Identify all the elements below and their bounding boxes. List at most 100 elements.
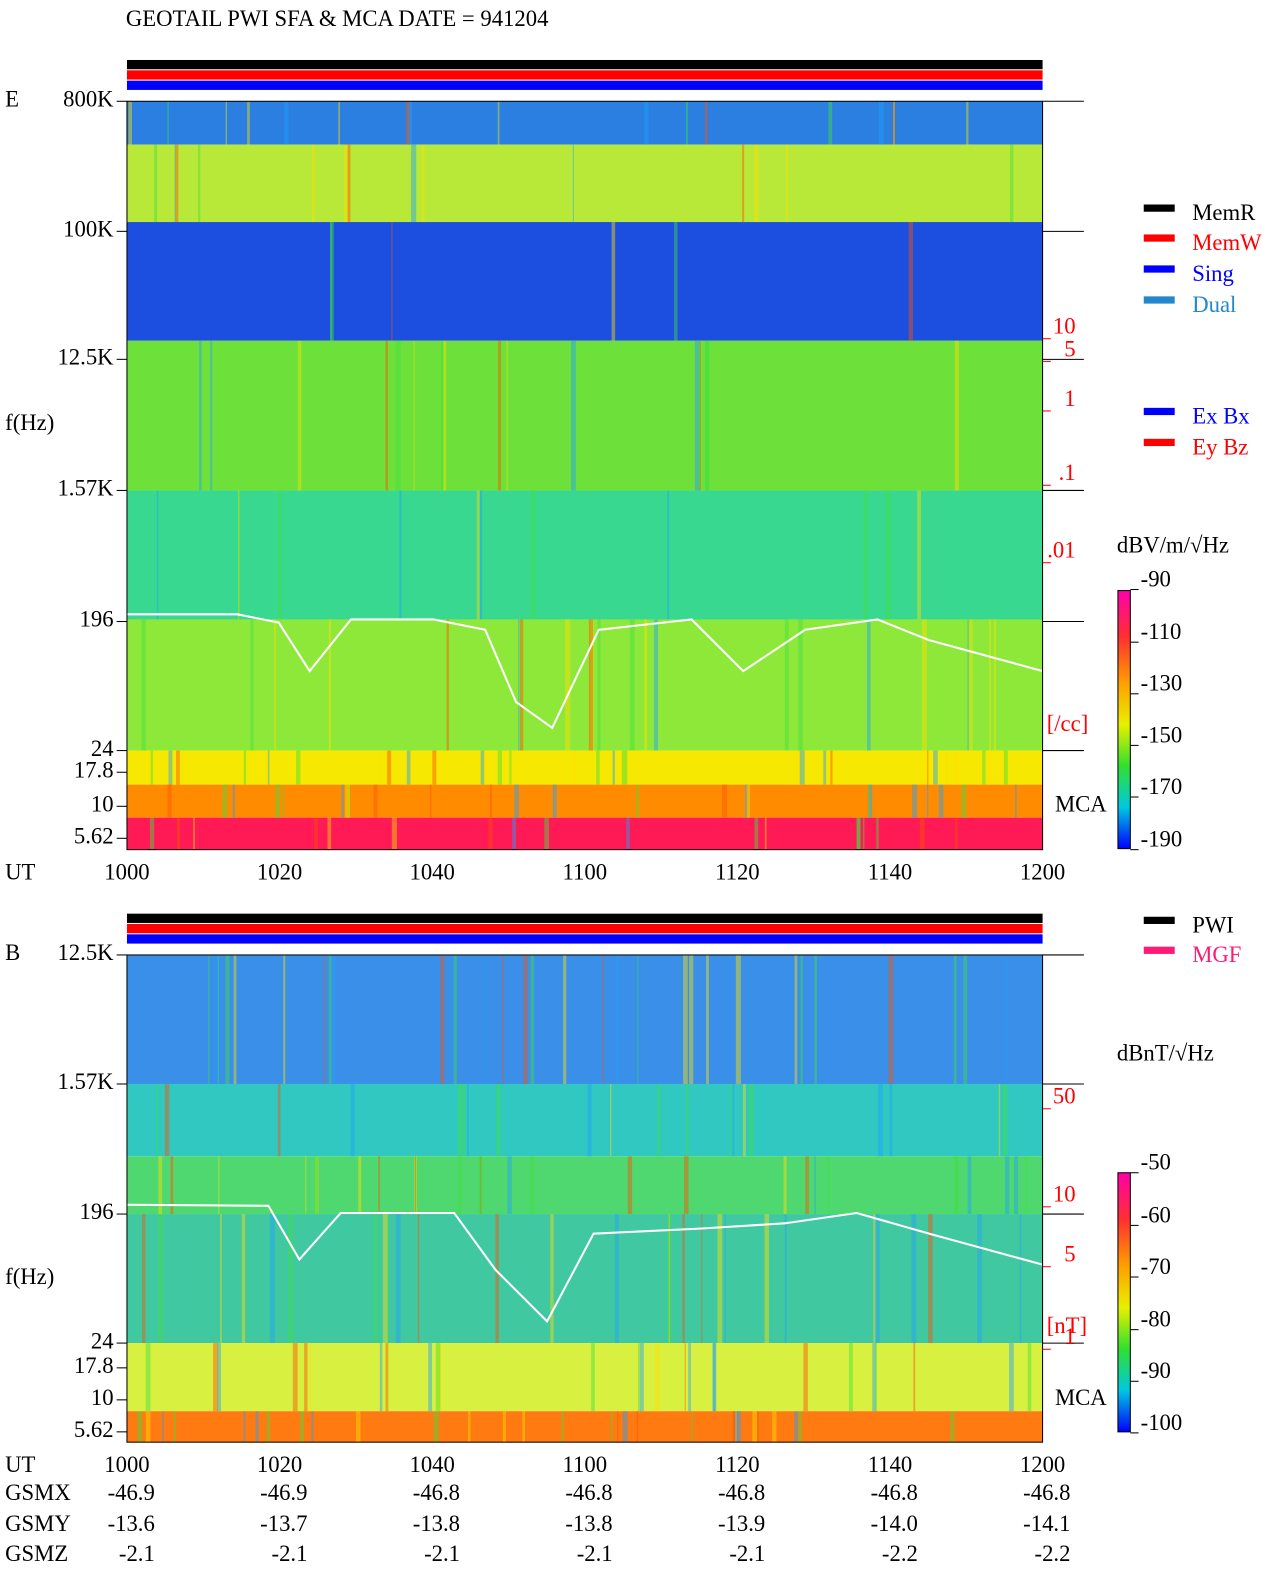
spectrogram-streak <box>977 1214 982 1344</box>
spectrogram-streak <box>441 340 443 491</box>
spectrogram-streak <box>684 1343 686 1412</box>
spectrogram-streak <box>724 1214 726 1344</box>
orbit-value: -13.7 <box>260 1511 307 1536</box>
plasma-trace <box>126 613 1043 730</box>
spectrogram-streak <box>636 784 639 818</box>
legend-swatch <box>1143 204 1175 212</box>
legend-swatch <box>1143 946 1175 954</box>
spectrogram-streak <box>468 1411 471 1443</box>
spectrogram-streak <box>717 1214 723 1344</box>
orbit-value: -2.1 <box>424 1541 460 1566</box>
spectrogram-streak <box>597 619 601 751</box>
spectrogram-streak <box>233 954 237 1084</box>
spectrogram-streak <box>627 1156 633 1215</box>
spectrogram-streak <box>961 784 967 818</box>
spectrogram-streak <box>653 619 659 751</box>
spectrogram-streak <box>284 101 289 145</box>
spectrogram-streak <box>565 619 571 751</box>
colorbar-tick-label: -170 <box>1141 774 1183 799</box>
spectrogram-streak <box>407 101 413 145</box>
spectrogram-streak <box>621 750 626 785</box>
x-axis-label: UT <box>5 1452 35 1477</box>
spectrogram-streak <box>530 490 536 620</box>
spectrogram-streak <box>737 1411 741 1443</box>
spectrogram-streak <box>323 954 325 1084</box>
orbit-label: GSMX <box>5 1480 71 1505</box>
spectrogram-streak <box>1003 750 1008 785</box>
spectrogram-streak <box>674 222 678 341</box>
spectrogram-streak <box>387 750 392 785</box>
spectrogram-band <box>126 1083 1043 1157</box>
spectrogram-streak <box>667 1214 672 1344</box>
spectrogram-streak <box>616 954 619 1084</box>
spectrogram-streak <box>879 101 884 145</box>
spectrogram-streak <box>141 619 146 751</box>
orbit-value: -13.8 <box>413 1511 460 1536</box>
spectrogram-streak <box>158 1214 163 1344</box>
spectrogram-streak <box>967 619 969 751</box>
spectrogram-band <box>126 101 1043 145</box>
spectrogram-streak <box>912 784 918 818</box>
spectrogram-streak <box>128 101 132 145</box>
spectrogram-streak <box>848 1343 853 1412</box>
spectrogram-streak <box>490 784 493 818</box>
spectrogram-streak <box>282 784 285 818</box>
spectrogram-streak <box>225 101 228 145</box>
spectrogram-streak <box>625 750 628 785</box>
spectrogram-streak <box>255 1411 259 1443</box>
density-unit: [nT] <box>1047 1313 1087 1338</box>
orbit-value: -46.8 <box>565 1480 612 1505</box>
spectrogram-streak <box>506 340 508 491</box>
spectrogram-streak <box>602 954 604 1084</box>
spectrogram-streak <box>478 490 483 620</box>
spectrogram-streak <box>164 1083 170 1157</box>
spectrogram-streak <box>385 340 388 491</box>
legend-label: MGF <box>1192 942 1241 967</box>
spectrogram-streak <box>823 750 827 785</box>
orbit-value: -13.9 <box>718 1511 765 1536</box>
spectrogram-streak <box>314 817 318 850</box>
spectrogram-streak <box>629 619 635 751</box>
y-tick-label: 10 <box>91 792 114 817</box>
density-tick-label: 5 <box>1064 1242 1075 1267</box>
spectrogram-streak <box>953 954 957 1084</box>
spectrogram-streak <box>654 1343 660 1412</box>
spectrogram-streak <box>433 1411 439 1443</box>
spectrogram-streak <box>217 954 220 1084</box>
colorbar-tick-label: -80 <box>1141 1307 1171 1332</box>
spectrogram-streak <box>683 954 688 1084</box>
spectrogram-streak <box>617 1411 619 1443</box>
spectrogram-streak <box>889 1083 893 1157</box>
spectrogram-streak <box>732 1411 736 1443</box>
legend-swatch <box>1143 265 1175 273</box>
spectrogram-streak <box>168 750 173 785</box>
spectrogram-streak <box>772 1411 777 1443</box>
spectrogram-streak <box>428 1343 433 1412</box>
spectrogram-streak <box>156 490 159 620</box>
spectrogram-streak <box>862 817 865 850</box>
spectrogram-streak <box>243 1411 246 1443</box>
y-tick-label: 17.8 <box>74 757 114 782</box>
spectrogram-streak <box>913 1343 916 1412</box>
colorbar-tick-label: -70 <box>1141 1254 1171 1279</box>
density-tick-label: 1 <box>1064 386 1075 411</box>
spectrogram-streak <box>622 1411 628 1443</box>
spectrogram-band <box>126 144 1043 223</box>
spectrogram-streak <box>784 1214 787 1344</box>
spectrogram-streak <box>644 101 649 145</box>
spectrogram-streak <box>399 490 402 620</box>
density-tick-label: 5 <box>1064 336 1075 361</box>
spectrogram-streak <box>373 784 378 818</box>
spectrogram-streak <box>712 1343 716 1412</box>
spectrogram-streak <box>982 750 986 785</box>
spectrogram-streak <box>149 817 155 850</box>
spectrogram-streak <box>485 954 487 1084</box>
y-tick-label: 5.62 <box>74 1417 114 1442</box>
spectrogram-streak <box>462 1083 466 1157</box>
spectrogram-streak <box>954 817 958 850</box>
spectrogram-streak <box>220 1214 222 1344</box>
spectrogram-streak <box>327 817 332 850</box>
orbit-value: -46.8 <box>1023 1480 1070 1505</box>
legend-swatch <box>1143 916 1175 924</box>
spectrogram-streak <box>345 784 351 818</box>
